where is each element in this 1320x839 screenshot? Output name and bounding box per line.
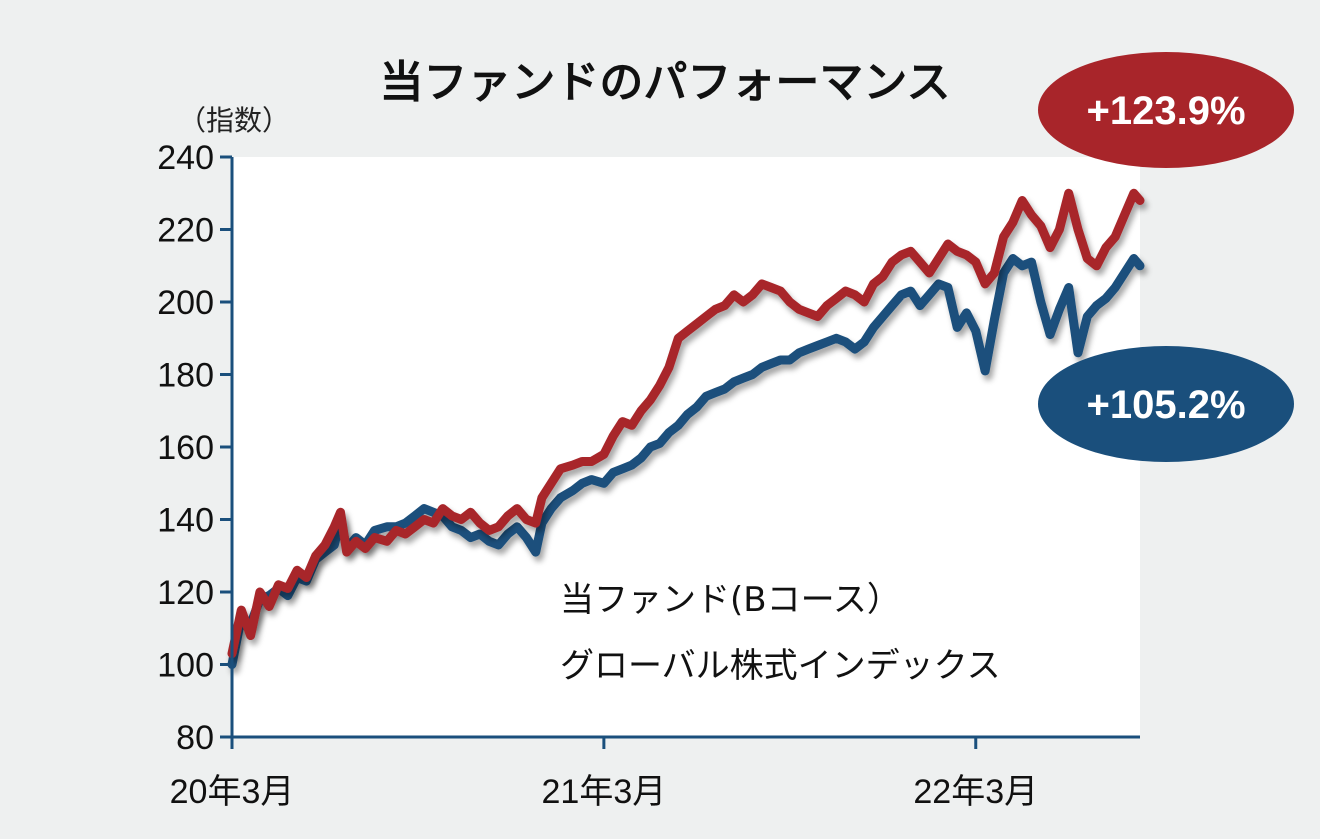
x-tick-label: 21年3月	[542, 773, 667, 811]
chart-title: 当ファンドのパフォーマンス	[379, 57, 950, 108]
fund-return-badge-text: +123.9%	[1086, 89, 1245, 133]
index-return-badge-text: +105.2%	[1086, 383, 1245, 427]
y-axis-ticks: 80 100 120 140 160 180 200 220 240	[157, 139, 232, 757]
y-tick-label: 120	[157, 574, 214, 612]
y-tick-label: 80	[176, 719, 214, 757]
legend: 当ファンド(Bコース） グローバル株式インデックス	[460, 580, 1001, 686]
legend-label-index: グローバル株式インデックス	[560, 646, 1001, 686]
series-lines	[227, 188, 1145, 669]
y-tick-label: 180	[157, 357, 214, 395]
index-return-badge-shape	[1038, 346, 1294, 462]
x-tick-label: 22年3月	[913, 773, 1038, 811]
x-axis-ticks: 20年3月 21年3月 22年3月	[170, 737, 1038, 811]
index-return-badge: +105.2%	[1038, 346, 1294, 462]
y-axis-unit: （指数）	[178, 104, 290, 137]
y-tick-label: 100	[157, 647, 214, 685]
legend-label-fund: 当ファンド(Bコース）	[560, 580, 901, 620]
plot-area	[232, 157, 1140, 737]
fund-return-badge: +123.9%	[1038, 52, 1294, 168]
y-tick-label: 220	[157, 212, 214, 250]
series-line-index	[227, 254, 1145, 669]
series-line-fund	[227, 188, 1145, 659]
y-tick-label: 240	[157, 139, 214, 177]
y-tick-label: 200	[157, 284, 214, 322]
fund-return-badge-shape	[1038, 52, 1294, 168]
x-tick-label: 20年3月	[170, 773, 295, 811]
y-tick-label: 140	[157, 502, 214, 540]
y-tick-label: 160	[157, 429, 214, 467]
